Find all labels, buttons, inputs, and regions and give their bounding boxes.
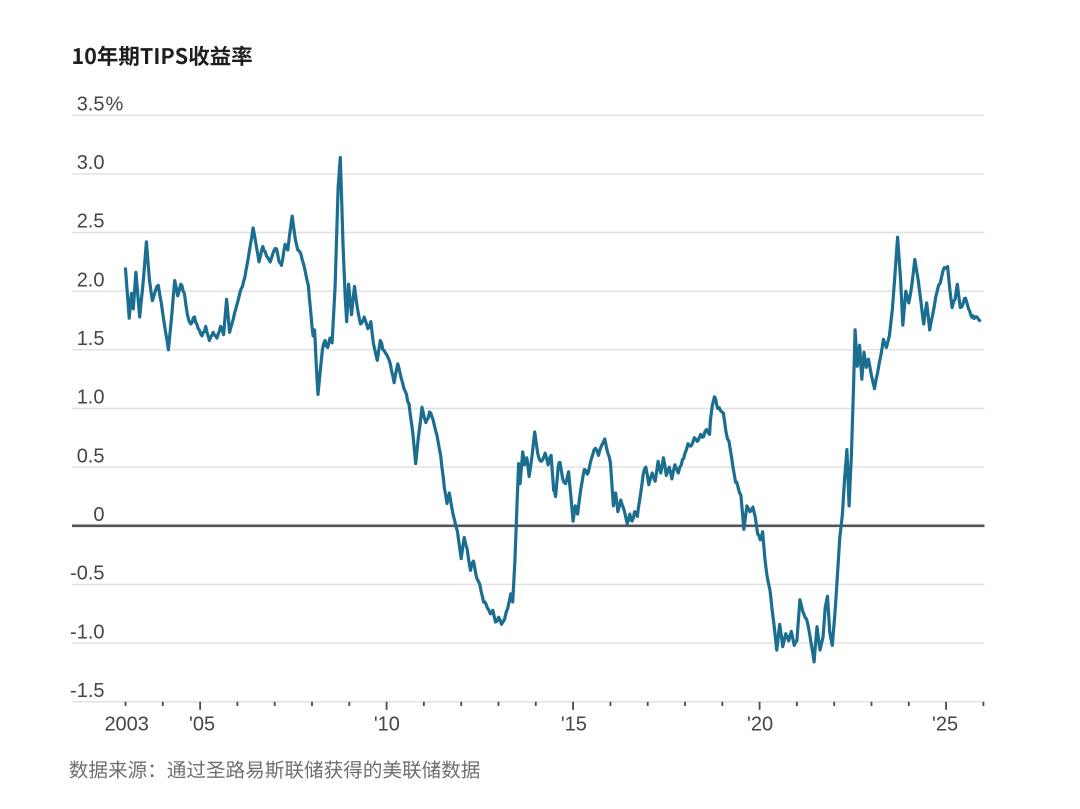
svg-text:-1.5: -1.5 [70,680,104,702]
svg-text:0.5: 0.5 [77,445,105,467]
svg-text:-1.0: -1.0 [70,621,104,643]
svg-text:1.0: 1.0 [77,387,105,409]
svg-text:'10: '10 [374,714,400,736]
svg-text:2.0: 2.0 [77,269,105,291]
svg-text:-0.5: -0.5 [70,563,104,585]
svg-text:2003: 2003 [104,714,149,736]
svg-text:2.5: 2.5 [77,211,105,233]
svg-text:'05: '05 [189,714,215,736]
svg-text:'15: '15 [561,714,587,736]
svg-text:'20: '20 [747,714,773,736]
svg-text:%: % [106,93,124,115]
svg-text:'25: '25 [932,714,958,736]
svg-text:3.0: 3.0 [77,152,105,174]
svg-text:3.5: 3.5 [77,93,105,115]
svg-text:1.5: 1.5 [77,328,105,350]
svg-text:0: 0 [93,504,104,526]
